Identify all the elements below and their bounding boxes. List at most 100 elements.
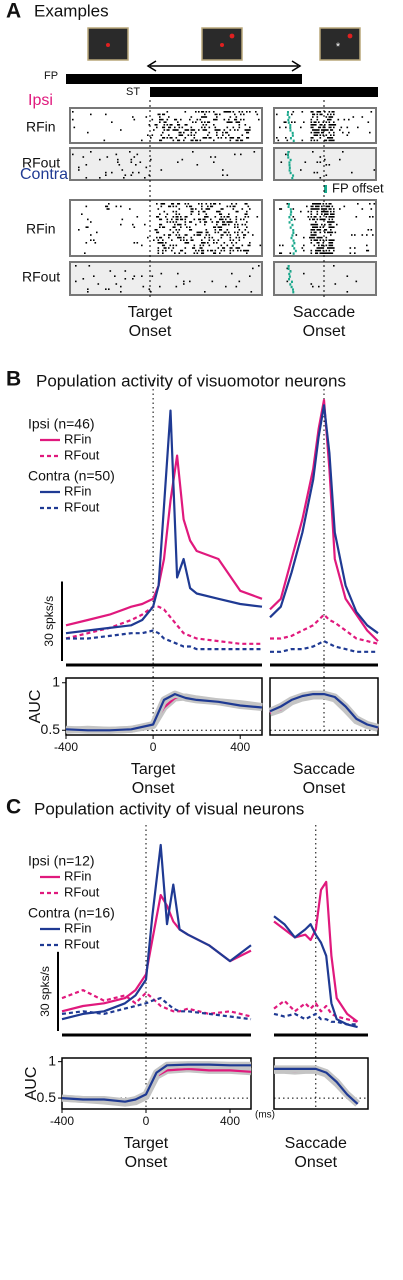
spike [324,208,326,210]
spike [319,137,322,139]
spike [330,126,332,129]
spike [229,247,232,249]
spike [319,236,322,239]
spike [328,137,331,139]
frame [273,1057,369,1110]
spike [313,113,316,116]
spike [88,265,91,267]
spike [247,131,250,134]
spike [190,129,193,131]
spike [217,231,220,234]
spike [190,221,193,223]
spike [205,203,208,205]
spike [90,221,92,223]
spike [202,242,205,244]
spike [238,124,241,126]
spike [208,111,211,113]
fp-offset-tick [292,139,295,142]
spike [252,234,254,236]
spike [330,203,332,205]
spike [313,234,316,236]
spike [216,113,218,116]
spike [133,226,136,228]
spike [330,134,332,136]
spike [202,111,205,113]
spike [315,134,317,136]
spike [327,210,329,213]
spike [321,252,323,254]
spike [201,239,203,241]
spike [192,239,194,241]
spike [241,231,244,234]
fp-offset-tick [287,205,290,208]
spike [354,234,356,236]
spike [303,236,305,239]
spike [235,221,238,223]
spike [330,129,332,131]
spike [175,216,178,218]
spike [303,249,305,252]
spike [151,118,154,121]
spike [330,216,332,218]
spike [124,174,127,176]
spike [318,242,320,244]
spike [214,129,217,131]
spike [213,242,215,244]
spike [199,244,202,247]
spike [333,249,335,252]
spike [322,208,325,210]
x-axis-label: Target [124,1135,169,1152]
row-label: RFout [22,269,60,285]
legend-group: Contra (n=50) [28,468,115,484]
spike [346,291,349,293]
spike [244,223,247,226]
arrow [146,60,302,72]
svg-text:*: * [336,41,341,53]
spike [325,121,328,123]
spike [313,131,316,134]
spike [249,275,251,277]
spike [204,126,206,129]
spike [184,216,187,218]
spike [301,247,304,249]
fp-offset-tick [289,171,292,175]
spike [312,111,314,113]
spike [174,252,176,254]
spike [201,203,203,205]
spike [202,116,205,118]
raster-box [273,147,377,181]
spike [330,247,332,249]
spike [343,118,346,121]
spike [175,244,178,247]
legend-label: RFin [64,868,91,883]
x-tick-label: 400 [230,740,250,754]
spike [136,216,139,218]
spike [330,208,332,210]
spike [342,151,344,153]
spike [193,247,196,249]
spike [115,283,118,285]
spike [132,223,134,226]
spike [312,226,314,228]
spike [319,252,322,254]
legend-group: Contra (n=16) [28,905,115,921]
spike [229,239,232,241]
spike [324,124,326,126]
spike [99,177,101,179]
x-axis-label: Onset [125,1154,168,1171]
row-label: RFout [22,155,60,171]
spike [163,203,166,205]
spike [240,113,242,116]
spike [330,137,332,139]
spike [303,272,305,275]
series-line [65,454,263,627]
spike [124,278,127,280]
spike [148,124,151,126]
spike [316,161,319,163]
spike [87,288,89,290]
spike [244,124,247,126]
spike [291,113,293,116]
spike [192,208,194,210]
legend-group: Ipsi (n=46) [28,416,95,432]
spike [180,223,182,226]
